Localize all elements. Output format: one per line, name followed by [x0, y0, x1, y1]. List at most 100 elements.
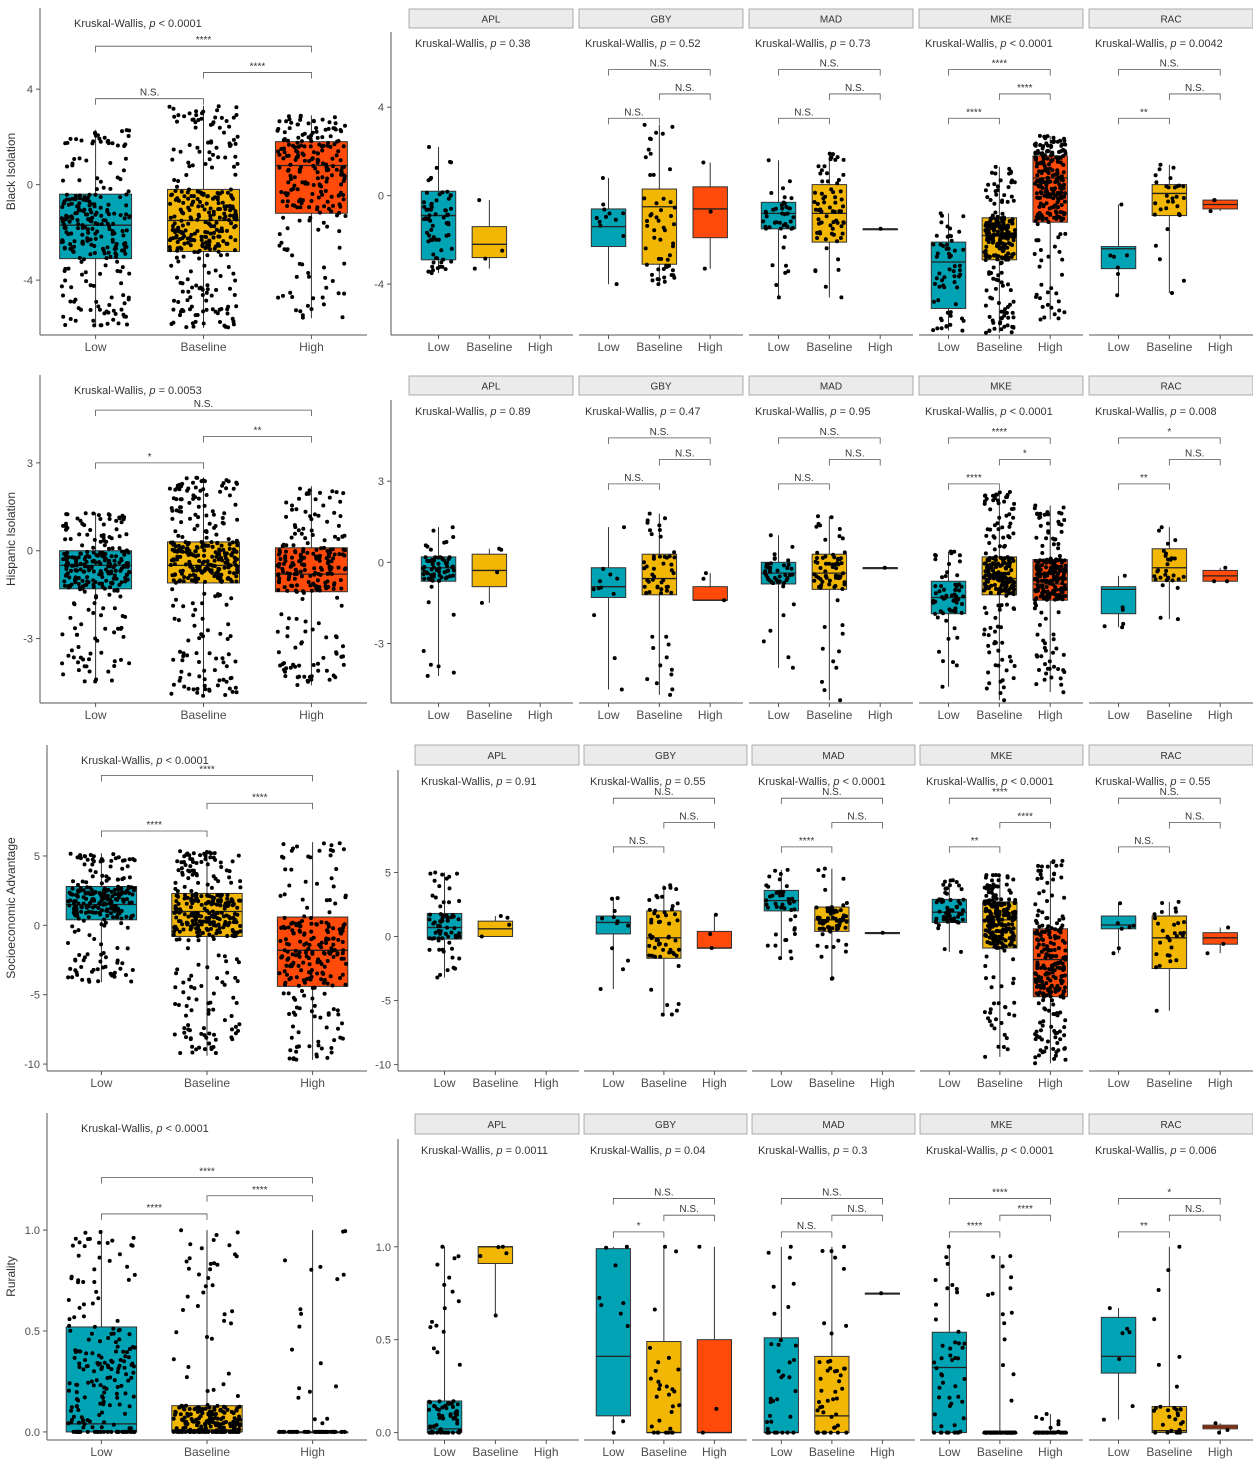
data-point [1158, 207, 1163, 212]
data-point [294, 148, 299, 153]
data-point [297, 261, 302, 266]
data-point [102, 586, 107, 591]
data-point [182, 854, 187, 859]
data-point [117, 534, 122, 539]
data-point [427, 233, 432, 238]
data-point [287, 1056, 292, 1061]
data-point [1011, 299, 1016, 304]
data-point [457, 899, 462, 903]
data-point [933, 599, 938, 604]
bracket-line [95, 409, 312, 417]
data-point [445, 918, 450, 923]
data-point [120, 513, 125, 518]
data-point [124, 192, 129, 197]
data-point [277, 562, 282, 566]
data-point [213, 268, 218, 273]
data-point [1051, 192, 1056, 196]
data-point [307, 1044, 312, 1049]
data-point [171, 557, 176, 562]
bracket-line [658, 459, 711, 466]
data-point [438, 919, 443, 924]
data-point [123, 251, 128, 256]
data-point [123, 245, 128, 250]
data-point [120, 866, 125, 871]
data-point [218, 320, 222, 324]
data-point [1035, 654, 1040, 659]
data-point [332, 552, 337, 557]
data-point [109, 889, 114, 894]
data-point [294, 1049, 299, 1054]
data-point [178, 1051, 183, 1055]
data-point [62, 583, 67, 588]
data-point [182, 234, 187, 239]
data-point [1038, 143, 1043, 147]
data-point [841, 571, 846, 576]
data-point [330, 983, 335, 988]
data-point [338, 158, 343, 163]
data-point [329, 876, 334, 881]
data-point [311, 663, 316, 667]
data-point [765, 575, 770, 580]
data-point [195, 189, 200, 194]
data-point [992, 326, 997, 331]
data-point [99, 234, 104, 239]
data-point [176, 618, 181, 623]
data-point [236, 853, 241, 858]
data-point [223, 560, 228, 565]
data-point [197, 256, 202, 261]
data-point [126, 134, 131, 138]
box-high [862, 565, 898, 570]
comparison-bracket: **** [948, 473, 1000, 490]
data-point [63, 573, 68, 578]
data-point [216, 879, 221, 884]
data-point [125, 925, 130, 930]
data-point [332, 581, 337, 586]
data-point [181, 200, 186, 205]
data-point [119, 921, 124, 926]
data-point [187, 562, 192, 567]
data-point [304, 181, 309, 186]
data-point [455, 871, 459, 876]
data-point [984, 254, 989, 259]
data-point [1037, 564, 1042, 569]
data-point [331, 556, 336, 561]
data-point [295, 844, 299, 849]
data-point [209, 885, 214, 890]
data-point [309, 921, 314, 926]
box-baseline [1151, 162, 1188, 295]
kw-value: < 0.0001 [1007, 38, 1053, 50]
data-point [952, 280, 957, 285]
data-point [765, 905, 770, 910]
y-tick-label: -4 [23, 275, 33, 287]
data-point [598, 987, 603, 991]
data-point [225, 970, 230, 975]
data-point [791, 602, 796, 607]
data-point [309, 916, 313, 920]
x-tick-label: Baseline [466, 708, 512, 722]
box-high [1032, 503, 1068, 695]
data-point [290, 561, 295, 565]
data-point [104, 256, 109, 261]
data-point [422, 576, 427, 581]
data-point [321, 503, 326, 508]
data-point [213, 195, 218, 200]
data-point [843, 949, 848, 954]
data-point [221, 521, 226, 526]
data-point [189, 973, 194, 978]
data-point [103, 920, 108, 925]
data-point [295, 140, 300, 145]
data-point [226, 565, 231, 570]
data-point [228, 208, 233, 213]
data-point [290, 503, 294, 508]
data-point [230, 689, 235, 694]
data-point [167, 486, 172, 491]
data-point [296, 135, 301, 140]
data-point [173, 529, 178, 534]
data-point [1039, 282, 1044, 287]
data-point [107, 227, 112, 231]
data-point [982, 627, 987, 632]
data-point [600, 916, 605, 921]
data-point [215, 683, 220, 688]
data-point [298, 929, 303, 934]
data-point [188, 1036, 193, 1041]
